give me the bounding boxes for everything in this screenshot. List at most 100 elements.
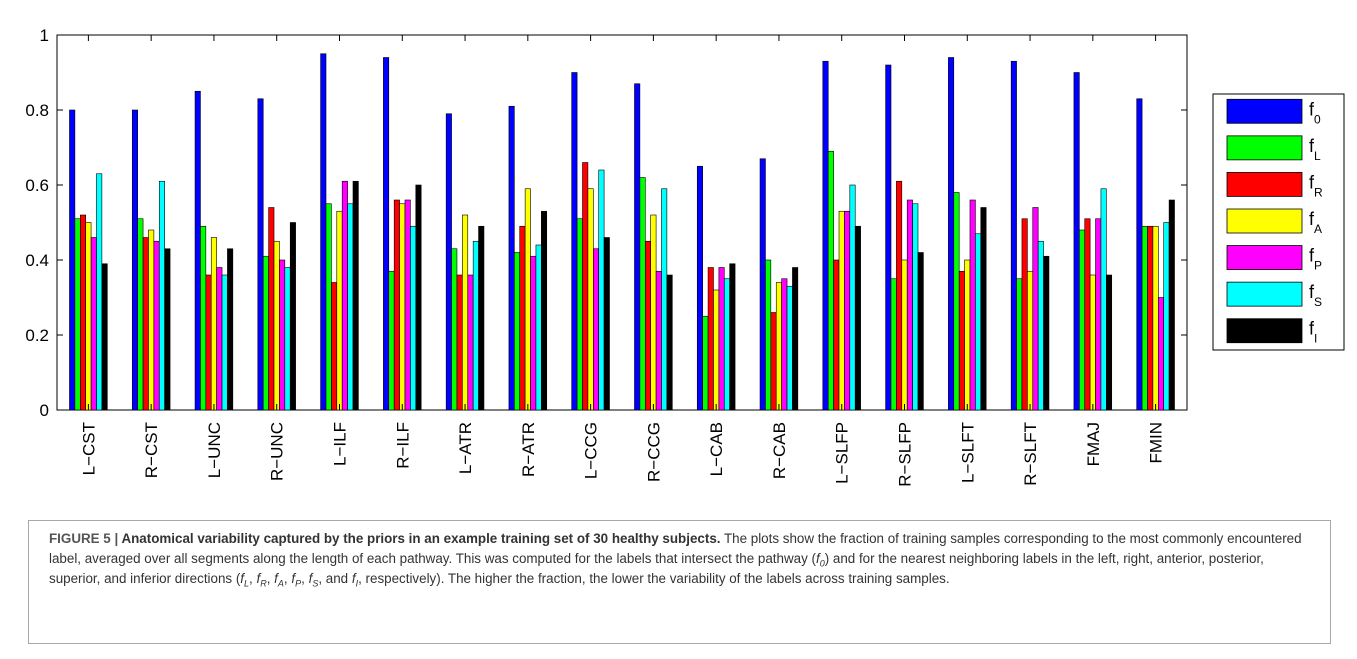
- caption-fA: fA: [274, 571, 284, 589]
- bar-0-8: [571, 72, 578, 411]
- bar-I-16: [1106, 274, 1113, 411]
- bar-R-6: [456, 274, 463, 411]
- bar-R-16: [1084, 218, 1091, 411]
- bar-S-4: [347, 203, 354, 411]
- bar-0-1: [131, 109, 138, 411]
- bar-S-3: [284, 267, 291, 411]
- bar-R-12: [833, 259, 840, 411]
- bar-chart: 0 0.2 0.4 0.6 0.8 1 L−CST R−CST L−UNC R−UNC L−ILF R…: [25, 26, 1345, 487]
- caption-text-2: ) and for the nearest neighboring labels…: [49, 551, 1264, 586]
- bar-R-8: [582, 162, 589, 411]
- bar-P-11: [781, 278, 788, 411]
- bar-S-12: [849, 184, 856, 411]
- bar-L-7: [514, 252, 521, 411]
- bar-P-0: [90, 237, 97, 411]
- legend-swatch-L: [1226, 135, 1303, 161]
- xtick-label-5: R−ILF: [393, 422, 412, 469]
- ytick-label-4: 0.8: [25, 101, 49, 120]
- bar-0-11: [759, 158, 766, 411]
- bar-0-15: [1010, 60, 1017, 411]
- bar-L-11: [765, 259, 772, 411]
- bar-S-16: [1100, 188, 1107, 411]
- ytick-label-2: 0.4: [25, 251, 49, 270]
- xtick-label-0: L−CST: [79, 422, 98, 475]
- bar-P-14: [969, 199, 976, 411]
- bar-P-9: [655, 270, 662, 411]
- legend-swatch-P: [1226, 245, 1303, 270]
- bar-A-1: [148, 229, 155, 411]
- bar-L-15: [1016, 278, 1023, 411]
- ytick-label-1: 0.2: [25, 326, 49, 345]
- bar-I-6: [478, 225, 485, 411]
- bar-A-8: [587, 188, 594, 411]
- xtick-label-3: R−UNC: [268, 422, 287, 481]
- bar-L-4: [325, 203, 332, 411]
- bar-A-11: [775, 282, 782, 411]
- bar-A-13: [901, 259, 908, 411]
- bar-R-14: [958, 270, 965, 411]
- ytick-label-3: 0.6: [25, 176, 49, 195]
- bar-R-10: [707, 267, 714, 411]
- ytick-label-0: 0: [40, 401, 49, 420]
- bar-P-10: [718, 267, 725, 411]
- bar-R-15: [1021, 218, 1028, 411]
- bar-L-10: [702, 315, 709, 411]
- bar-A-12: [838, 210, 845, 411]
- bar-S-17: [1163, 222, 1170, 411]
- bar-A-4: [336, 210, 343, 411]
- xtick-label-12: L−SLFP: [833, 422, 852, 484]
- bar-0-13: [885, 64, 892, 411]
- bar-S-8: [598, 169, 605, 411]
- bar-0-4: [320, 53, 327, 411]
- legend-swatch-A: [1226, 208, 1303, 234]
- xtick-label-6: L−ATR: [456, 422, 475, 474]
- bar-P-6: [467, 274, 474, 411]
- bar-P-5: [404, 199, 411, 411]
- bar-0-10: [696, 165, 703, 411]
- legend-label-I: fI: [1309, 319, 1317, 346]
- caption-fI: fI: [351, 571, 359, 589]
- bar-0-3: [257, 98, 264, 411]
- bar-I-4: [352, 180, 359, 411]
- bar-I-7: [541, 210, 548, 411]
- bar-P-8: [593, 248, 600, 411]
- legend-swatch-I: [1226, 318, 1303, 344]
- bar-R-1: [142, 237, 149, 411]
- bar-S-7: [535, 244, 542, 411]
- bar-I-9: [666, 274, 673, 411]
- bar-P-2: [216, 267, 223, 411]
- xtick-label-1: R−CST: [142, 422, 161, 478]
- legend-swatch-R: [1226, 172, 1303, 197]
- bar-A-6: [462, 214, 469, 411]
- bar-I-14: [980, 207, 987, 411]
- bar-A-3: [273, 240, 280, 411]
- bar-A-2: [210, 237, 217, 411]
- bar-A-9: [650, 214, 657, 411]
- xtick-label-10: L−CAB: [707, 422, 726, 476]
- bar-I-15: [1043, 255, 1050, 411]
- legend-swatch-S: [1226, 281, 1303, 307]
- bar-P-1: [153, 240, 160, 411]
- bar-R-3: [268, 207, 275, 411]
- bar-R-2: [205, 274, 212, 411]
- bar-L-0: [74, 218, 81, 411]
- bar-I-1: [164, 248, 171, 411]
- figure-caption: FIGURE 5 | Anatomical variability captur…: [28, 520, 1331, 644]
- bar-0-5: [383, 57, 390, 411]
- caption-fS: fS: [308, 571, 319, 589]
- bar-0-6: [445, 113, 452, 411]
- bar-S-10: [723, 278, 730, 411]
- plot-frame: [56, 34, 1188, 411]
- caption-text-1: The plots show the fraction of training …: [49, 531, 1302, 566]
- bar-I-12: [854, 225, 861, 411]
- bar-0-12: [822, 60, 829, 411]
- bars: [69, 53, 1175, 411]
- bar-L-14: [953, 192, 960, 411]
- bar-I-0: [101, 263, 108, 411]
- bar-0-7: [508, 105, 515, 411]
- bar-0-2: [194, 90, 201, 411]
- bar-P-7: [530, 255, 537, 411]
- bar-S-6: [472, 240, 479, 411]
- xtick-label-4: L−ILF: [331, 422, 350, 466]
- bar-R-5: [393, 199, 400, 411]
